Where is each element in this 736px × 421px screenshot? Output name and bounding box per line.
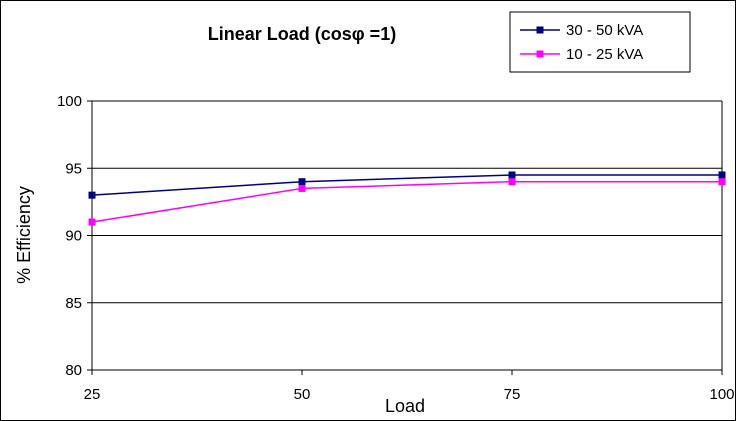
legend-item-1: 30 - 50 kVA xyxy=(520,22,643,39)
legend-label: 30 - 50 kVA xyxy=(566,22,643,39)
y-axis-title: % Efficiency xyxy=(14,186,34,284)
y-tick-label: 95 xyxy=(65,160,82,177)
x-tick-label: 100 xyxy=(709,386,734,403)
axes xyxy=(87,100,723,375)
legend-swatch-marker xyxy=(536,26,544,34)
series-line xyxy=(91,174,722,196)
series-line xyxy=(91,180,722,223)
y-tick-label: 80 xyxy=(65,362,82,379)
x-tick-label: 75 xyxy=(504,386,521,403)
data-point xyxy=(298,184,306,192)
legend-box xyxy=(509,11,691,73)
y-tick-labels: 80 85 90 95 100 xyxy=(57,93,82,379)
data-point xyxy=(508,178,516,186)
x-axis-title: Load xyxy=(385,396,425,416)
y-tick-label: 100 xyxy=(57,93,82,110)
legend: 30 - 50 kVA 10 - 25 kVA xyxy=(509,11,691,73)
x-tick-labels: 25 50 75 100 xyxy=(84,386,735,403)
data-point xyxy=(298,178,306,186)
data-point xyxy=(88,218,96,226)
data-point xyxy=(718,171,726,179)
chart-title: Linear Load (cosφ =1) xyxy=(208,24,396,44)
x-tick-label: 25 xyxy=(84,386,101,403)
data-point xyxy=(88,191,96,199)
y-tick-label: 85 xyxy=(65,295,82,312)
series-2 xyxy=(88,178,726,226)
legend-label: 10 - 25 kVA xyxy=(566,46,643,63)
data-point xyxy=(508,171,516,179)
gridlines xyxy=(92,100,722,304)
legend-swatch-marker xyxy=(536,50,544,58)
series-1 xyxy=(88,171,726,199)
series-group xyxy=(88,171,726,226)
y-tick-label: 90 xyxy=(65,228,82,245)
x-tick-label: 50 xyxy=(294,386,311,403)
data-point xyxy=(718,178,726,186)
legend-item-2: 10 - 25 kVA xyxy=(520,46,643,63)
